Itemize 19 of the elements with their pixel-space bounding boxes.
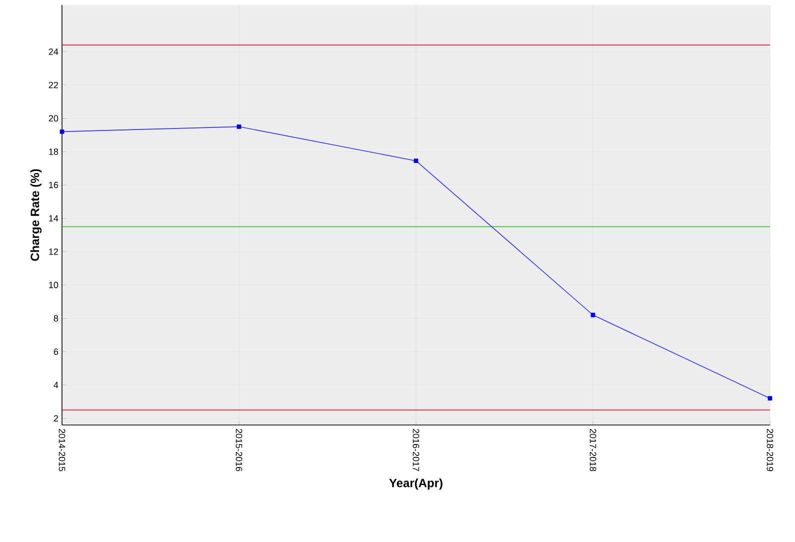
y-tick-label: 8 [54,315,58,322]
x-tick-label: 2017-2018 [590,428,596,472]
y-tick-label: 16 [49,182,58,188]
y-tick-label: 10 [49,282,58,288]
y-tick-label: 20 [48,115,58,122]
y-tick-label: 14 [49,215,58,222]
y-tick-label: 2 [54,415,58,422]
y-tick-label: 24 [48,48,58,55]
y-axis-title: Charge Rate (%) [30,169,42,261]
y-tick-label: 22 [48,82,58,88]
y-tick-label: 4 [54,382,58,388]
y-tick-label: 6 [54,348,58,355]
x-tick-label: 2016-2017 [412,428,420,472]
x-tick-label: 2015-2016 [236,428,242,472]
x-tick-label: 2018-2019 [766,428,774,472]
x-axis-title: Year(Apr) [389,478,442,490]
y-tick-label: 12 [49,248,58,255]
x-tick-label: 2014-2015 [58,428,66,472]
y-tick-label: 18 [49,148,58,155]
